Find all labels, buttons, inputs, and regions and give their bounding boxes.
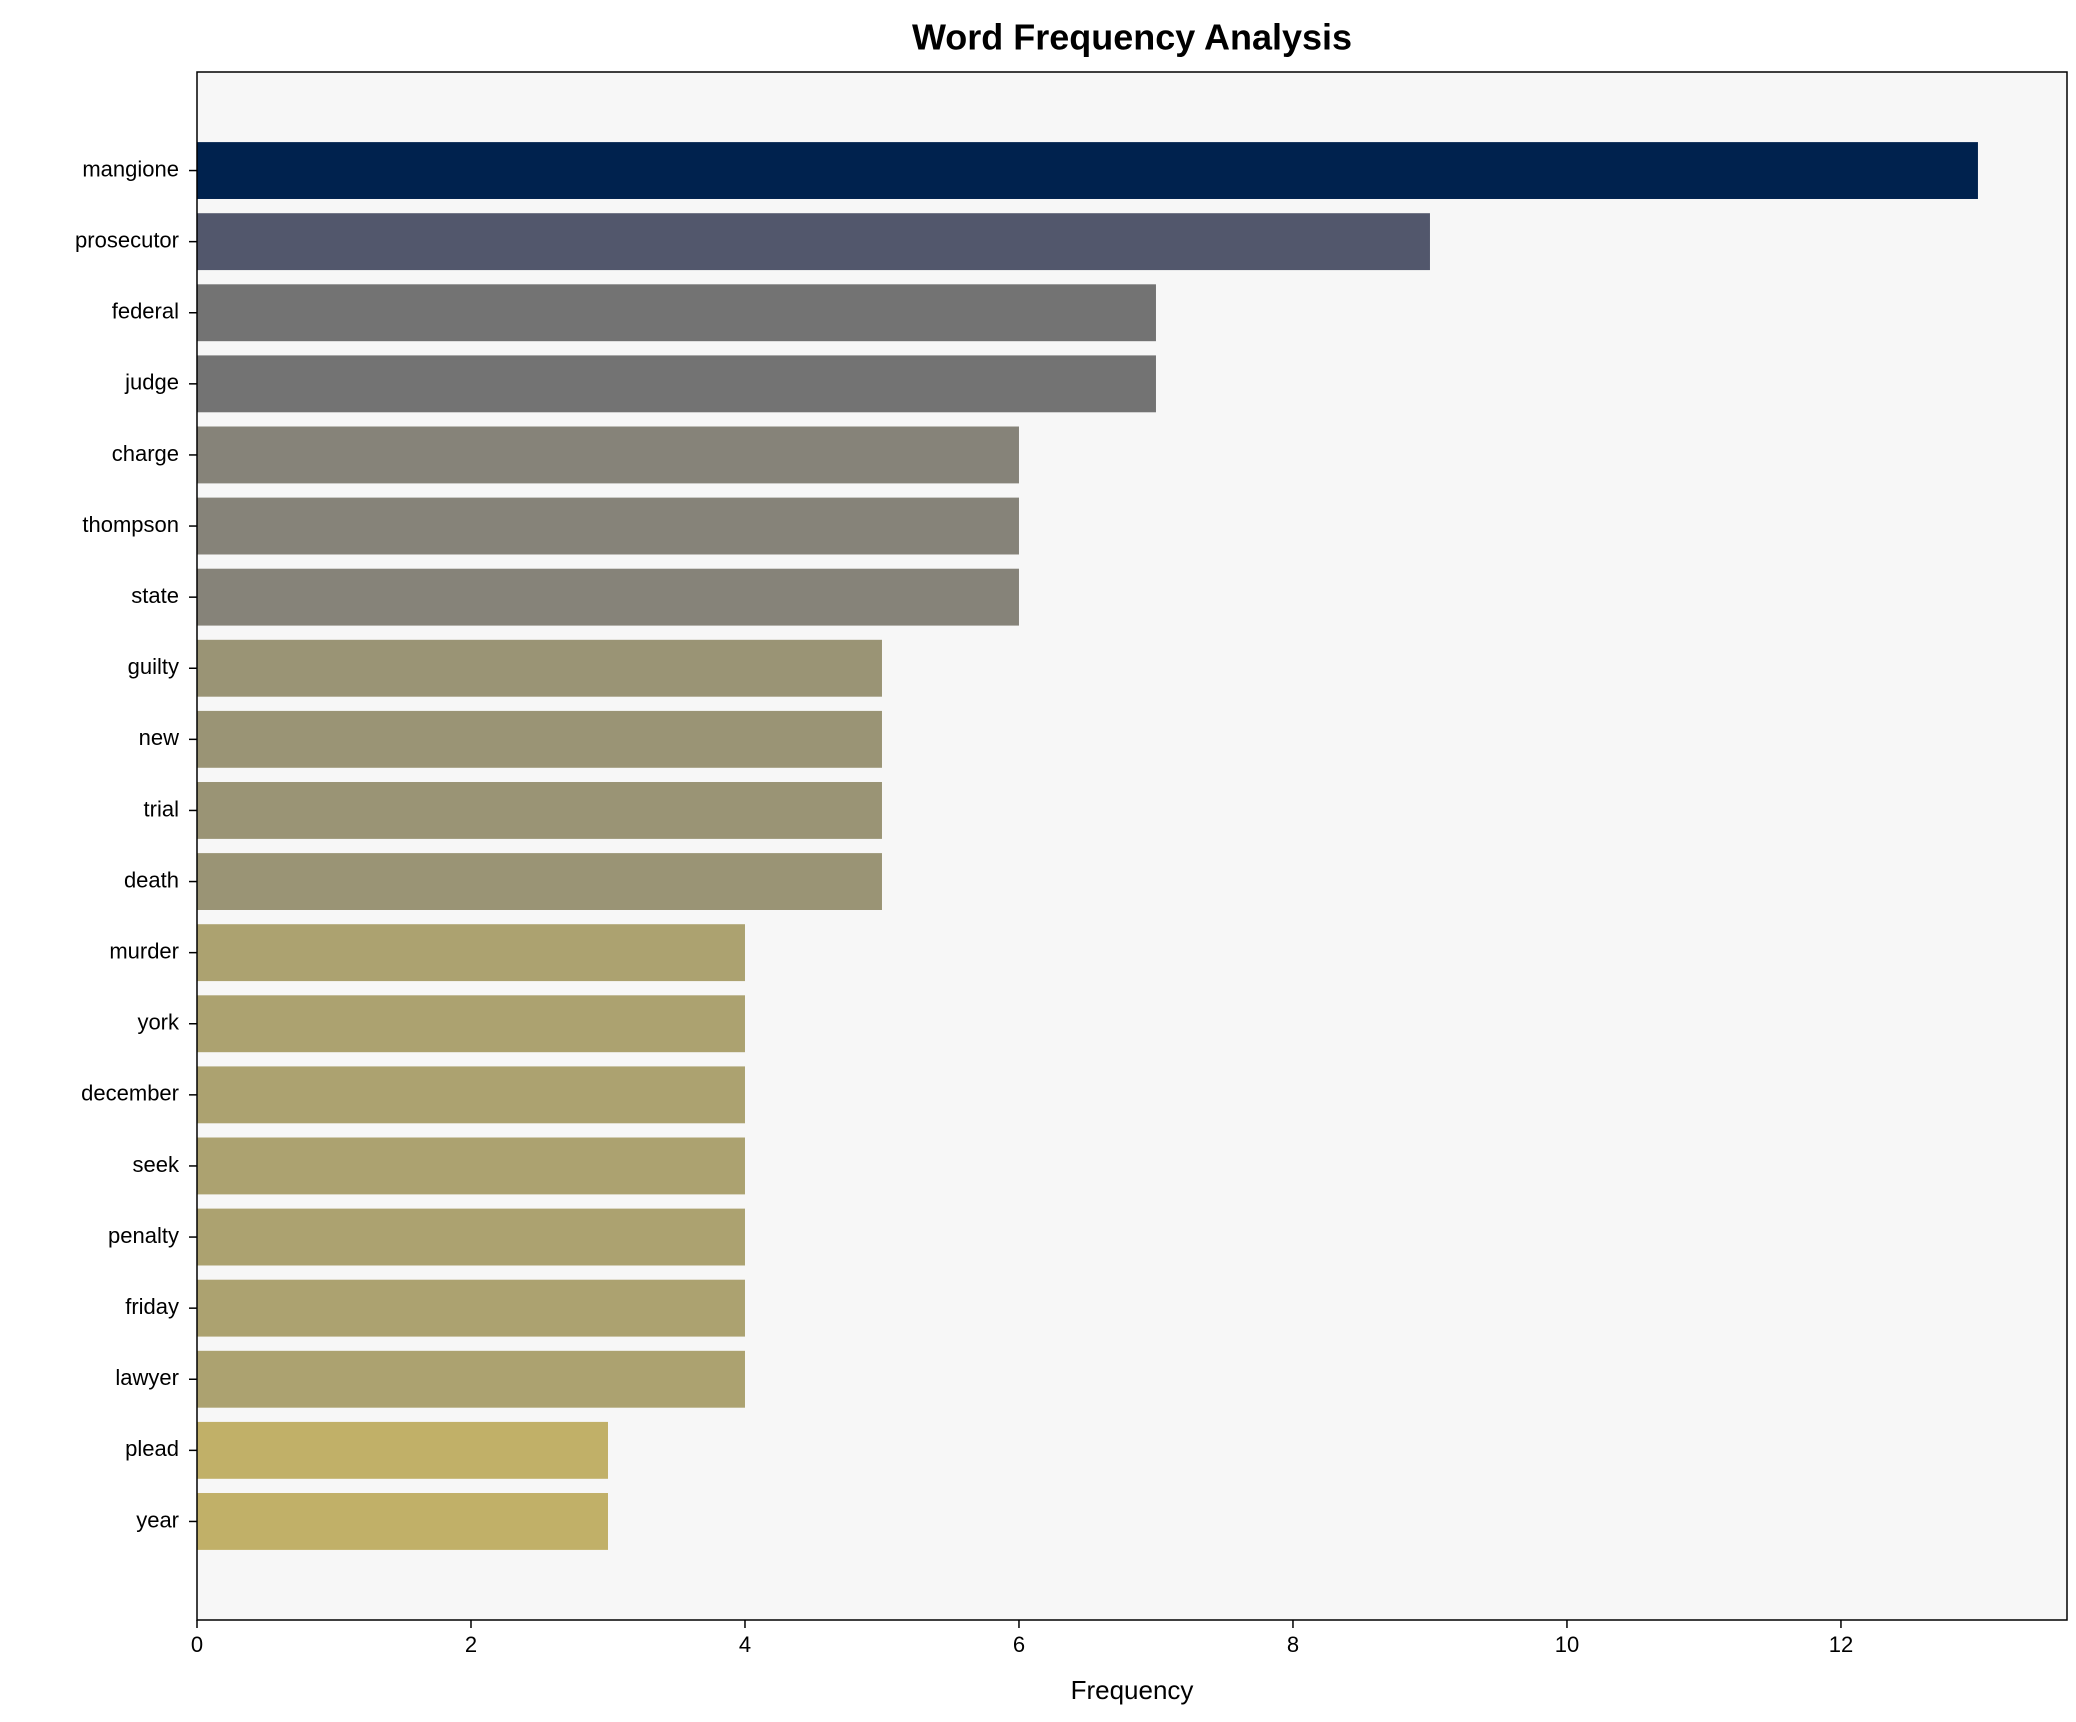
bar — [197, 284, 1156, 342]
bar — [197, 853, 882, 910]
y-tick-label: state — [131, 583, 179, 608]
y-tick-label: penalty — [108, 1223, 179, 1248]
bar — [197, 1279, 745, 1337]
x-tick-label: 10 — [1555, 1632, 1579, 1657]
bar — [197, 995, 745, 1053]
y-tick-label: plead — [125, 1436, 179, 1461]
y-tick-label: trial — [144, 796, 179, 821]
y-tick-label: thompson — [82, 512, 179, 537]
x-tick-label: 8 — [1287, 1632, 1299, 1657]
x-axis-label: Frequency — [1071, 1675, 1194, 1705]
bar — [197, 639, 882, 697]
x-tick-label: 0 — [191, 1632, 203, 1657]
bar — [197, 1421, 608, 1479]
bar — [197, 568, 1019, 626]
y-tick-label: york — [137, 1010, 180, 1035]
y-tick-label: federal — [112, 299, 179, 324]
y-tick-label: murder — [109, 938, 179, 963]
bar — [197, 1350, 745, 1408]
bar — [197, 142, 1978, 199]
y-tick-label: new — [139, 725, 179, 750]
y-tick-label: prosecutor — [75, 227, 179, 252]
bar — [197, 782, 882, 839]
bar — [197, 924, 745, 982]
y-tick-label: death — [124, 867, 179, 892]
y-tick-label: december — [81, 1081, 179, 1106]
x-tick-label: 4 — [739, 1632, 751, 1657]
bar — [197, 710, 882, 768]
chart-title: Word Frequency Analysis — [912, 17, 1352, 58]
bar — [197, 497, 1019, 555]
y-tick-label: guilty — [128, 654, 179, 679]
y-tick-label: judge — [124, 370, 179, 395]
y-tick-label: charge — [112, 441, 179, 466]
y-tick-label: seek — [133, 1152, 180, 1177]
x-tick-label: 6 — [1013, 1632, 1025, 1657]
x-tick-label: 2 — [465, 1632, 477, 1657]
x-tick-label: 12 — [1829, 1632, 1853, 1657]
bar — [197, 1137, 745, 1195]
bar — [197, 426, 1019, 484]
y-tick-label: mangione — [82, 156, 179, 181]
bar — [197, 213, 1430, 271]
y-tick-label: year — [136, 1507, 179, 1532]
bar — [197, 1066, 745, 1124]
bar — [197, 355, 1156, 413]
bar — [197, 1493, 608, 1550]
bar — [197, 1208, 745, 1266]
y-tick-label: friday — [125, 1294, 179, 1319]
plot-frame — [196, 71, 2068, 1621]
y-tick-label: lawyer — [115, 1365, 179, 1390]
